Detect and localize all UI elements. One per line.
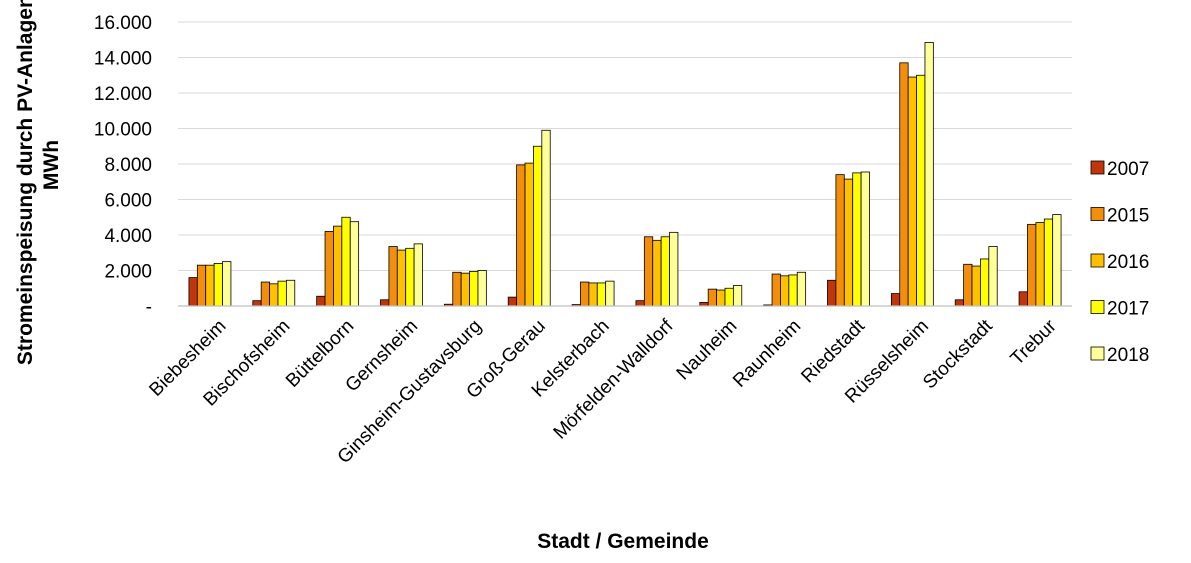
bar-2015-6 [580, 281, 590, 307]
gridlines [178, 21, 1072, 271]
y-tick-label: 10.000 [94, 120, 152, 141]
bars [188, 42, 1062, 307]
y-tick-label: 12.000 [94, 84, 152, 105]
y-tick-label: 2.000 [104, 262, 152, 283]
bar-2007-2 [316, 295, 326, 307]
legend-swatch-2016 [1090, 253, 1105, 268]
bar-2017-11 [916, 74, 926, 307]
bar-2018-1 [285, 279, 296, 307]
bar-2015-1 [260, 281, 270, 307]
bar-2018-6 [605, 280, 615, 307]
y-tick-label: 16.000 [94, 13, 152, 34]
legend-swatch-2015 [1090, 207, 1105, 221]
bar-2017-5 [533, 145, 543, 307]
bar-2018-0 [222, 261, 232, 307]
bar-2017-0 [213, 262, 223, 307]
bar-2016-12 [971, 265, 981, 307]
x-tick-label: Stockstadt [919, 315, 997, 393]
bar-2016-1 [269, 283, 279, 307]
bar-2007-12 [954, 299, 965, 307]
bar-2015-2 [324, 231, 334, 307]
legend-label-2007: 2007 [1107, 159, 1149, 180]
y-tick-label: - [146, 297, 152, 318]
bar-2007-0 [188, 277, 198, 307]
legend-label-2016: 2016 [1107, 252, 1149, 273]
bar-2016-7 [652, 239, 662, 307]
bar-2016-11 [907, 76, 917, 307]
bar-2015-11 [899, 62, 909, 307]
bar-2017-7 [660, 236, 670, 307]
y-axis-title: Stromeinspeisung durch PV-Anlagen in MWh [14, 0, 63, 365]
bar-2017-13 [1043, 218, 1054, 307]
legend-label-2015: 2015 [1107, 206, 1149, 227]
bar-2007-13 [1018, 291, 1028, 307]
bar-2018-12 [988, 246, 998, 307]
bar-2017-3 [405, 247, 415, 307]
bar-2018-2 [349, 221, 360, 307]
x-axis-title: Stadt / Gemeinde [537, 530, 709, 553]
x-tick-label: Mörfelden-Walldorf [550, 315, 678, 443]
legend-label-2018: 2018 [1107, 345, 1149, 366]
bar-2017-12 [980, 258, 990, 307]
bar-2016-0 [205, 264, 215, 307]
legend: 2007 2015 2016 2017 2018 [1090, 159, 1149, 366]
bar-2015-9 [771, 273, 781, 307]
x-tick-label: Raunheim [729, 316, 805, 392]
bar-2015-10 [835, 174, 845, 307]
y-axis-title-line-2: MWh [40, 140, 63, 190]
bar-2018-13 [1052, 214, 1062, 307]
bar-2017-1 [277, 280, 287, 307]
bar-2017-9 [788, 274, 798, 307]
bar-2016-2 [333, 225, 343, 307]
bar-2015-7 [643, 236, 654, 307]
bar-2015-3 [388, 246, 398, 307]
bar-2018-9 [796, 271, 807, 307]
bar-2018-8 [732, 285, 743, 307]
y-tick-label: 14.000 [94, 49, 152, 70]
bar-2007-5 [507, 296, 518, 307]
bar-2015-0 [196, 264, 207, 307]
bar-2018-10 [860, 171, 870, 307]
y-tick-label: 6.000 [104, 191, 152, 212]
bar-2018-3 [413, 243, 423, 307]
legend-swatch-2007 [1090, 160, 1105, 175]
y-tick-label: 8.000 [104, 155, 152, 176]
bar-2007-3 [380, 299, 390, 307]
bar-2018-5 [541, 129, 551, 307]
bar-2016-10 [843, 178, 854, 307]
bar-2017-2 [341, 216, 351, 307]
bar-2007-10 [827, 279, 837, 307]
bar-2007-11 [890, 293, 901, 307]
bar-2016-3 [396, 249, 407, 307]
bar-2017-6 [596, 282, 607, 307]
y-tick-label: 4.000 [104, 226, 152, 247]
bar-2016-9 [780, 275, 790, 307]
bar-2015-8 [707, 288, 717, 307]
bar-2018-11 [924, 42, 934, 307]
legend-label-2017: 2017 [1107, 299, 1149, 320]
legend-swatch-2018 [1090, 346, 1105, 361]
bar-2007-7 [635, 300, 645, 307]
bar-2007-1 [252, 300, 262, 307]
bar-2016-6 [588, 282, 598, 307]
legend-swatch-2017 [1090, 300, 1105, 314]
bar-2016-4 [460, 272, 470, 307]
bar-2018-4 [477, 270, 487, 307]
bar-2017-4 [469, 270, 479, 307]
bar-2016-5 [524, 162, 534, 307]
bar-2018-7 [669, 231, 679, 307]
bar-2017-8 [724, 287, 734, 307]
bar-2015-4 [452, 271, 462, 307]
x-tick-label: Trebur [1007, 315, 1061, 369]
bar-2015-13 [1027, 223, 1037, 307]
y-axis-title-line-1: Stromeinspeisung durch PV-Anlagen in [14, 0, 37, 365]
bar-2015-5 [516, 164, 526, 307]
bar-2016-8 [716, 289, 726, 307]
bar-2016-13 [1035, 222, 1045, 307]
bar-2017-10 [852, 172, 862, 307]
bar-2015-12 [963, 263, 973, 307]
